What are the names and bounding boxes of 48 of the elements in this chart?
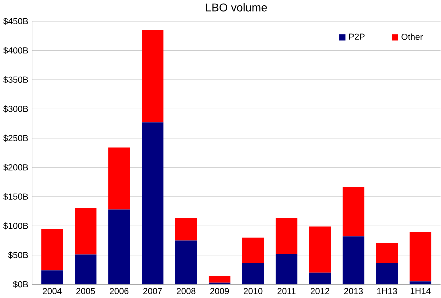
y-tick-label: $400B — [4, 47, 28, 54]
x-tick-label: 2010 — [244, 288, 263, 294]
x-tick-label: 2006 — [110, 288, 129, 294]
x-tick-label: 2004 — [43, 288, 62, 294]
legend-label: P2P — [349, 34, 365, 40]
y-tick-label: $50B — [8, 252, 28, 259]
bar — [276, 254, 298, 285]
y-tick-label: $300B — [4, 106, 28, 113]
y-tick-label: $350B — [4, 76, 28, 84]
y-tick-label: $150B — [4, 193, 28, 201]
bar — [75, 254, 97, 285]
bar — [75, 208, 97, 255]
y-tick-label: $250B — [4, 134, 28, 142]
x-tick-label: 2013 — [344, 288, 364, 294]
bar — [309, 226, 332, 273]
bar — [108, 210, 130, 285]
x-tick-label: 2005 — [76, 288, 96, 294]
x-tick-label: 2011 — [278, 288, 296, 294]
bar — [309, 272, 332, 285]
bar — [342, 188, 365, 237]
bar — [208, 276, 231, 283]
y-tick-label: $0B — [13, 281, 28, 288]
x-tick-label: 1H14 — [410, 288, 431, 294]
y-tick-label: $450B — [4, 18, 28, 26]
bar — [42, 270, 64, 285]
bar — [276, 218, 298, 254]
bar — [410, 282, 432, 285]
bar — [176, 218, 198, 241]
bar — [242, 238, 264, 264]
bar — [42, 229, 64, 271]
x-tick-label: 2008 — [177, 288, 196, 294]
bar — [242, 263, 264, 285]
x-tick-label: 2012 — [310, 288, 330, 294]
y-tick-label: $100B — [4, 222, 28, 230]
y-tick-label: $200B — [4, 164, 28, 172]
chart-title: LBO volume — [206, 4, 268, 12]
x-tick-label: 2009 — [210, 288, 230, 294]
bar — [410, 232, 432, 282]
bar — [176, 240, 198, 285]
bar — [376, 243, 398, 264]
legend-label: Other — [402, 34, 424, 40]
bar — [142, 122, 164, 285]
x-tick-label: 2007 — [144, 288, 162, 294]
bar — [342, 236, 365, 285]
bar — [376, 264, 398, 285]
x-tick-label: 1H13 — [377, 288, 398, 294]
bar — [142, 30, 164, 123]
bar — [108, 148, 130, 210]
